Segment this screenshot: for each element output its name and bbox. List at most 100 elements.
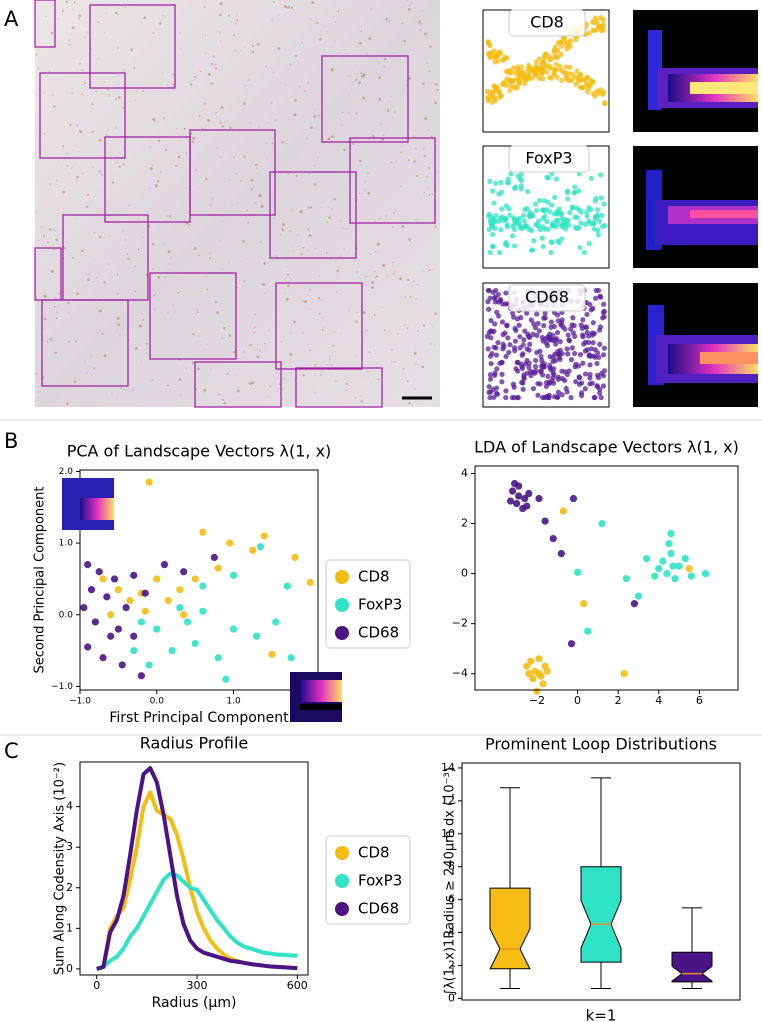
stain-speck [368,37,372,40]
cell-dot [511,243,518,249]
stain-speck [265,65,267,68]
cell-dot [485,39,491,45]
cell-dot [597,341,603,347]
stain-speck [318,312,321,315]
point [249,546,257,554]
stain-speck [250,187,253,191]
stain-speck [122,106,125,109]
stain-speck [313,182,317,186]
cell-dot [499,371,505,377]
cell-dot [598,24,604,30]
point [145,661,153,669]
cell-dot [530,385,537,392]
cell-dot [532,201,539,207]
inset-label: CD8 [530,13,564,32]
stain-speck [258,126,260,128]
stain-speck [406,380,409,383]
stain-speck [58,292,60,295]
y-tick-label: 8 [448,860,455,873]
cell-dot [499,379,505,385]
stain-speck [321,317,323,319]
cell-dot [491,394,497,400]
cell-dot [540,394,546,401]
stain-speck [418,15,421,18]
cell-dot [541,323,547,329]
cell-dot [577,244,583,251]
point [99,654,107,662]
stain-speck [320,374,322,376]
point [539,680,547,688]
point [523,502,531,510]
stain-speck [43,132,46,136]
stain-speck [97,57,100,60]
stain-speck [347,93,351,96]
stain-speck [422,324,426,327]
cell-dot [600,17,606,23]
cell-dot [592,213,599,220]
cell-dot [544,69,550,75]
cell-dot [499,319,506,325]
stain-speck [209,257,212,260]
stain-speck [214,67,218,70]
cell-dot [532,71,538,77]
cell-dot [536,75,542,81]
stain-speck [176,164,179,168]
point [260,532,268,540]
stain-speck [184,151,188,155]
stain-speck [373,314,376,317]
stain-speck [251,44,255,48]
stain-speck [251,50,255,54]
cell-dot [515,368,521,374]
point [675,562,683,570]
stain-speck [249,343,252,347]
stain-speck [303,89,306,92]
cell-dot [529,247,535,253]
stain-speck [76,292,79,296]
stain-speck [307,81,310,83]
stain-speck [378,76,381,80]
stain-speck [365,100,367,103]
stain-speck [287,284,290,287]
cell-dot [586,353,592,359]
stain-speck [403,88,406,91]
stain-speck [433,344,436,346]
stain-speck [408,77,411,80]
stain-speck [373,219,376,223]
stain-speck [161,71,164,74]
stain-speck [284,292,286,295]
stain-speck [298,86,301,88]
stain-speck [235,23,237,25]
stain-speck [226,372,229,375]
stain-speck [178,378,182,381]
cell-dot [521,72,527,78]
cell-dot [580,332,586,338]
stain-speck [314,374,316,376]
stain-speck [391,360,394,364]
stain-speck [281,222,285,226]
cell-dot [488,318,494,324]
cell-dot [495,291,502,298]
plot-frame [474,465,739,691]
stain-speck [309,349,312,352]
stain-speck [135,271,137,273]
stain-speck [407,327,409,329]
stain-speck [355,78,358,81]
cell-dot [588,346,595,352]
stain-speck [53,229,57,233]
point [141,607,149,615]
stain-speck [415,147,417,150]
point [137,672,146,680]
cell-dot [517,334,523,340]
inset-heat [300,680,342,702]
cell-dot [548,324,554,330]
stain-speck [361,177,363,179]
stain-speck [236,389,240,393]
roi [269,171,357,259]
stain-speck [190,83,193,86]
cell-dot [521,218,527,224]
cell-dot [591,220,597,227]
point [214,654,222,662]
stain-speck [301,41,304,44]
stain-speck [388,20,391,23]
stain-speck [204,51,208,55]
